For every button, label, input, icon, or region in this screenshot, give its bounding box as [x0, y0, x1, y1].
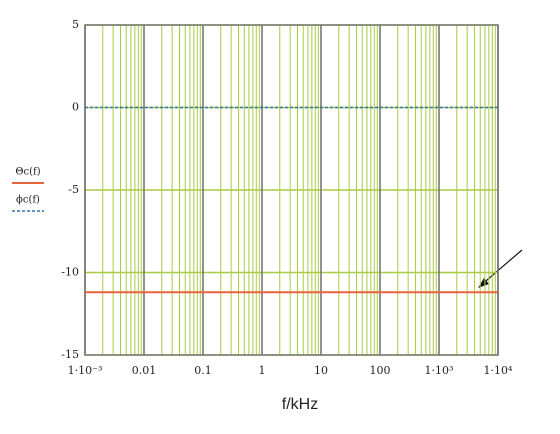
- x-tick-label: 1: [259, 364, 266, 377]
- x-axis-label: f/kHz: [282, 396, 318, 413]
- x-tick-label: 100: [370, 364, 391, 377]
- x-tick-label: 1·10⁴: [484, 364, 513, 377]
- x-tick-label: 1·10³: [425, 364, 454, 377]
- arrow: [479, 249, 523, 287]
- plot-frame: [84, 24, 499, 356]
- arrow-head: [478, 278, 489, 288]
- y-tick-label: 5: [72, 18, 79, 31]
- legend-label: ϕc(f): [16, 195, 40, 206]
- y-tick-label: 0: [72, 101, 79, 114]
- legend-label: Θc(f): [15, 167, 40, 178]
- y-tick-label: -5: [68, 183, 79, 196]
- x-tick-label: 0.1: [194, 364, 212, 377]
- x-tick-label: 10: [314, 364, 328, 377]
- x-tick-label: 1·10⁻³: [68, 364, 103, 377]
- y-tick-label: -10: [61, 266, 79, 279]
- x-tick-label: 0.01: [132, 364, 157, 377]
- y-tick-label: -15: [61, 348, 79, 361]
